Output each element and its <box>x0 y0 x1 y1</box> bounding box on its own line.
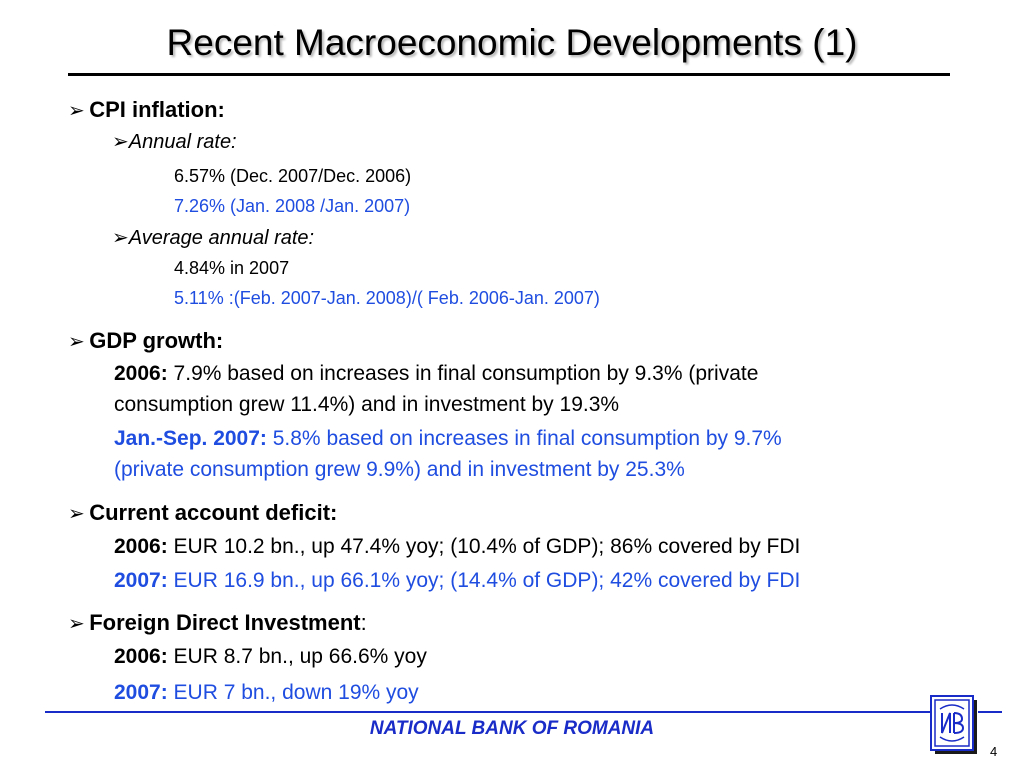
gdp-2007-paragraph: Jan.-Sep. 2007: 5.8% based on increases … <box>114 423 782 485</box>
cpi-heading: CPI inflation: <box>89 97 225 122</box>
fdi-2006-text: EUR 8.7 bn., up 66.6% yoy <box>167 645 427 668</box>
cpi-annual-label: Annual rate: <box>128 131 237 153</box>
cpi-average-bullet: ➢Average annual rate: <box>112 227 314 250</box>
fdi-2007-label: 2007: <box>114 681 168 704</box>
cad-2007-line: 2007: EUR 16.9 bn., up 66.1% yoy; (14.4%… <box>114 565 800 596</box>
footer-org-name: NATIONAL BANK OF ROMANIA <box>369 718 655 739</box>
arrow-bullet-icon: ➢ <box>68 503 85 525</box>
arrow-bullet-icon: ➢ <box>68 331 85 353</box>
cad-heading: Current account deficit: <box>89 500 338 525</box>
footer-divider-right <box>978 711 1002 713</box>
fdi-heading: Foreign Direct Investment <box>89 610 361 635</box>
arrow-bullet-icon: ➢ <box>68 613 85 635</box>
gdp-2006-paragraph: 2006: 7.9% based on increases in final c… <box>114 358 758 420</box>
cpi-average-value-1: 4.84% in 2007 <box>174 258 290 278</box>
fdi-2006-label: 2006: <box>114 645 168 668</box>
cad-2007-text: EUR 16.9 bn., up 66.1% yoy; (14.4% of GD… <box>167 569 801 592</box>
slide-title: Recent Macroeconomic Developments (1) <box>166 22 858 63</box>
cpi-annual-value-1: 6.57% (Dec. 2007/Dec. 2006) <box>174 166 412 186</box>
page-number: 4 <box>990 744 998 759</box>
cpi-annual-value-2: 7.26% (Jan. 2008 /Jan. 2007) <box>174 196 411 216</box>
footer-divider <box>45 711 930 713</box>
gdp-2006-label: 2006: <box>114 362 168 385</box>
arrow-bullet-icon: ➢ <box>112 131 129 153</box>
gdp-heading: GDP growth: <box>89 328 224 353</box>
fdi-2007-text: EUR 7 bn., down 19% yoy <box>167 681 419 704</box>
cad-2006-label: 2006: <box>114 535 168 558</box>
fdi-bullet: ➢ Foreign Direct Investment: <box>68 610 367 636</box>
arrow-bullet-icon: ➢ <box>112 227 129 249</box>
arrow-bullet-icon: ➢ <box>68 100 85 122</box>
nbr-logo-icon <box>930 695 977 754</box>
fdi-heading-suffix: : <box>360 610 367 635</box>
gdp-2006-line1: 7.9% based on increases in final consump… <box>167 362 759 385</box>
gdp-2006-line2: consumption grew 11.4%) and in investmen… <box>114 393 620 416</box>
cad-2006-line: 2006: EUR 10.2 bn., up 47.4% yoy; (10.4%… <box>114 531 800 562</box>
gdp-2007-line2: (private consumption grew 9.9%) and in i… <box>114 458 685 481</box>
title-divider <box>68 73 950 76</box>
gdp-2007-line1: 5.8% based on increases in final consump… <box>266 427 782 450</box>
fdi-2006-line: 2006: EUR 8.7 bn., up 66.6% yoy <box>114 641 427 672</box>
cad-2007-label: 2007: <box>114 569 168 592</box>
gdp-2007-label: Jan.-Sep. 2007: <box>114 427 267 450</box>
cpi-average-label: Average annual rate: <box>128 227 315 249</box>
cpi-bullet: ➢ CPI inflation: <box>68 97 225 123</box>
cpi-annual-bullet: ➢Annual rate: <box>112 131 237 154</box>
gdp-bullet: ➢ GDP growth: <box>68 328 223 354</box>
cpi-average-value-2: 5.11% :(Feb. 2007-Jan. 2008)/( Feb. 2006… <box>174 288 600 308</box>
cad-2006-text: EUR 10.2 bn., up 47.4% yoy; (10.4% of GD… <box>167 535 801 558</box>
fdi-2007-line: 2007: EUR 7 bn., down 19% yoy <box>114 677 419 708</box>
cad-bullet: ➢ Current account deficit: <box>68 500 337 526</box>
